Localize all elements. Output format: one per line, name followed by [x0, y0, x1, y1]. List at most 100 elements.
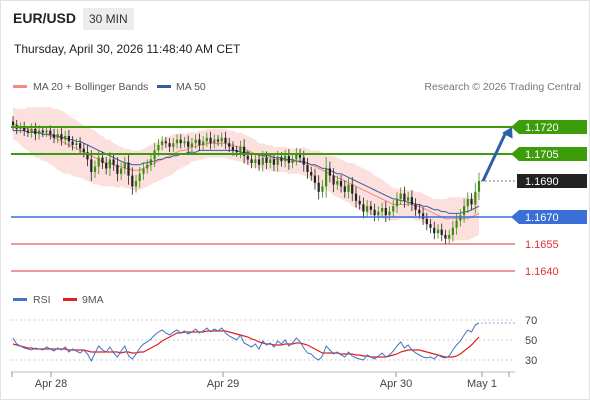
candle: [422, 207, 425, 225]
candle-body: [407, 197, 410, 201]
candle: [127, 153, 130, 185]
candle: [205, 132, 208, 147]
candle: [429, 218, 432, 234]
candle-body: [403, 193, 406, 201]
candle: [138, 166, 141, 188]
candle-body: [86, 152, 89, 160]
candle: [381, 202, 384, 217]
candle: [291, 154, 294, 169]
candle-body: [317, 182, 320, 192]
candle-body: [261, 157, 264, 165]
candle-body: [213, 139, 216, 144]
candle: [90, 150, 93, 182]
candle-body: [272, 159, 275, 165]
candle-body: [395, 199, 399, 207]
candle-body: [257, 159, 261, 165]
header-bar: EUR/USD 30 MIN: [1, 1, 589, 39]
rsi-legend-swatch: [13, 298, 27, 301]
rsi-ma-legend-label: 9MA: [82, 294, 104, 306]
candle-body: [220, 137, 223, 142]
candle-body: [448, 235, 451, 239]
candle-body: [105, 163, 108, 169]
candle: [254, 154, 257, 169]
candle-body: [440, 229, 443, 235]
candle-body: [444, 235, 447, 239]
candle-body: [302, 157, 305, 165]
candle-body: [179, 139, 182, 144]
candle-body: [209, 137, 212, 144]
time-axis-label: Apr 30: [380, 378, 412, 390]
rsi-ma-line: [12, 330, 480, 358]
timeframe-badge[interactable]: 30 MIN: [83, 8, 134, 30]
candle-body: [45, 130, 48, 133]
candle-body: [172, 143, 175, 147]
candle-body: [101, 157, 104, 163]
candle-body: [362, 204, 365, 212]
time-axis-label: Apr 28: [35, 378, 67, 390]
candle: [354, 186, 358, 208]
candle-body: [194, 139, 197, 144]
candle-body: [239, 146, 242, 153]
candle: [257, 153, 261, 171]
candle: [194, 134, 197, 149]
candle-body: [381, 208, 384, 212]
resistance-tag: [511, 147, 587, 161]
candle-body: [313, 175, 316, 183]
candle: [216, 135, 220, 146]
candle: [250, 154, 253, 169]
rsi-tick-label: 70: [525, 315, 537, 327]
ma50-legend-swatch: [157, 85, 171, 88]
candle-body: [429, 224, 432, 228]
candle: [116, 157, 119, 182]
support-label: 1.1655: [525, 239, 559, 251]
candle-body: [41, 130, 44, 133]
candle: [168, 137, 171, 153]
candle-body: [231, 146, 234, 151]
candle: [82, 143, 85, 158]
candle: [269, 154, 272, 169]
candle: [362, 197, 365, 219]
last-price-tag: [517, 174, 587, 188]
candle: [175, 134, 179, 149]
candle: [246, 150, 249, 165]
candle-body: [436, 229, 440, 234]
candle: [284, 149, 287, 168]
candle: [112, 153, 115, 171]
candle-body: [216, 139, 220, 142]
candle: [131, 167, 134, 195]
candle-body: [52, 134, 56, 138]
candle-body: [336, 181, 339, 185]
candle: [325, 157, 328, 198]
level-resistance-1-1720: 1.1720: [11, 120, 587, 134]
candle-body: [205, 137, 208, 142]
candle: [351, 177, 354, 202]
candle: [336, 175, 339, 190]
candle-body: [328, 168, 331, 176]
candle-body: [325, 168, 328, 187]
projection-arrow-head: [502, 127, 513, 139]
candle: [86, 145, 89, 167]
level-support-1-1640: 1.1640: [11, 266, 559, 278]
candle-body: [142, 168, 145, 174]
candle: [328, 161, 331, 183]
candle-body: [384, 208, 387, 216]
candle: [75, 138, 78, 150]
copyright-text: Research © 2026 Trading Central: [424, 81, 581, 93]
candle-body: [138, 173, 141, 181]
resistance-label: 1.1720: [525, 122, 559, 134]
candle: [71, 136, 74, 151]
candle: [146, 159, 149, 174]
candle-body: [243, 146, 246, 156]
candle-body: [351, 184, 354, 194]
resistance-label: 1.1705: [525, 149, 559, 161]
candle: [52, 128, 56, 144]
candle-body: [228, 143, 231, 147]
rsi-plot-area: 70 50 30: [11, 315, 537, 367]
candle-body: [284, 155, 287, 162]
candle-body: [369, 206, 372, 210]
support-label: 1.1640: [525, 266, 559, 278]
candle: [321, 180, 324, 198]
candle: [317, 175, 320, 200]
candle: [369, 200, 372, 216]
